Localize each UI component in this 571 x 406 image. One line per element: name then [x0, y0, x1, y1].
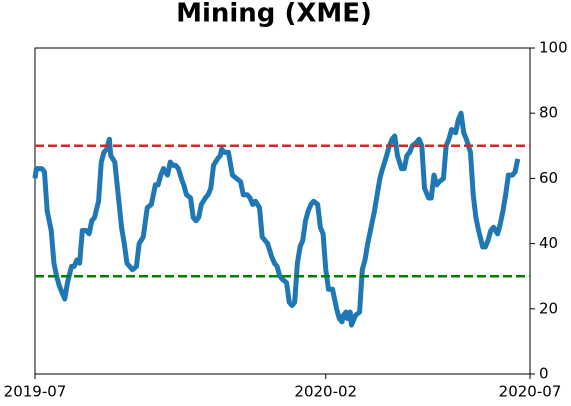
y-tick-label: 80 — [539, 104, 558, 122]
y-tick-label: 40 — [539, 234, 558, 252]
x-tick-label: 2020-07 — [499, 383, 562, 401]
y-tick-label: 0 — [539, 365, 549, 383]
plot-frame — [34, 47, 531, 375]
y-tick-label: 100 — [539, 39, 568, 57]
x-tick-label: 2019-07 — [4, 383, 67, 401]
chart-title: Mining (XME) — [176, 0, 372, 29]
x-tick-label: 2020-02 — [294, 383, 357, 401]
y-tick-label: 60 — [539, 169, 558, 187]
y-tick-label: 20 — [539, 299, 558, 317]
line-series — [32, 110, 521, 328]
